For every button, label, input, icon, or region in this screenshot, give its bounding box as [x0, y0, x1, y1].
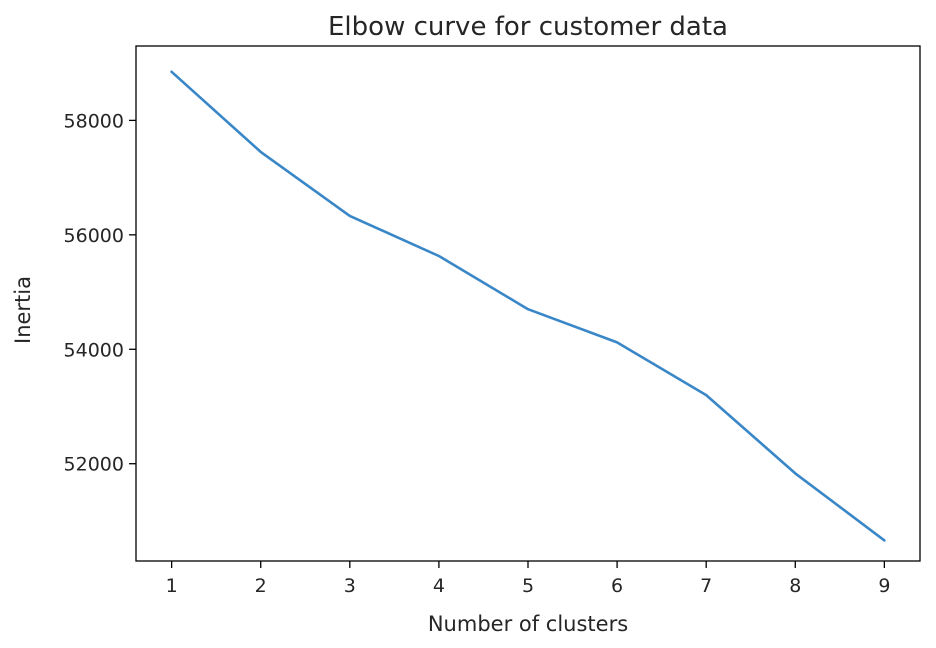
x-tick-label: 8 — [789, 575, 801, 597]
series-line — [170, 70, 886, 542]
x-tick-label: 4 — [433, 575, 445, 597]
y-tick-label: 58000 — [64, 110, 124, 132]
y-axis-ticks: 52000 54000 56000 58000 — [64, 110, 136, 476]
y-tick-label: 56000 — [64, 225, 124, 247]
x-axis-label: Number of clusters — [428, 612, 628, 636]
chart-title: Elbow curve for customer data — [328, 12, 728, 42]
x-tick-label: 2 — [255, 575, 267, 597]
x-tick-label: 6 — [611, 575, 623, 597]
plot-frame — [135, 45, 921, 562]
x-tick-label: 3 — [344, 575, 356, 597]
y-tick-label: 52000 — [64, 454, 124, 476]
y-axis-label: Inertia — [11, 276, 35, 344]
x-tick-label: 9 — [878, 575, 890, 597]
x-tick-label: 1 — [166, 575, 178, 597]
x-axis-ticks: 1 2 3 4 5 6 7 8 9 — [166, 561, 890, 597]
y-tick-label: 54000 — [64, 339, 124, 361]
x-tick-label: 5 — [522, 575, 534, 597]
x-tick-label: 7 — [700, 575, 712, 597]
